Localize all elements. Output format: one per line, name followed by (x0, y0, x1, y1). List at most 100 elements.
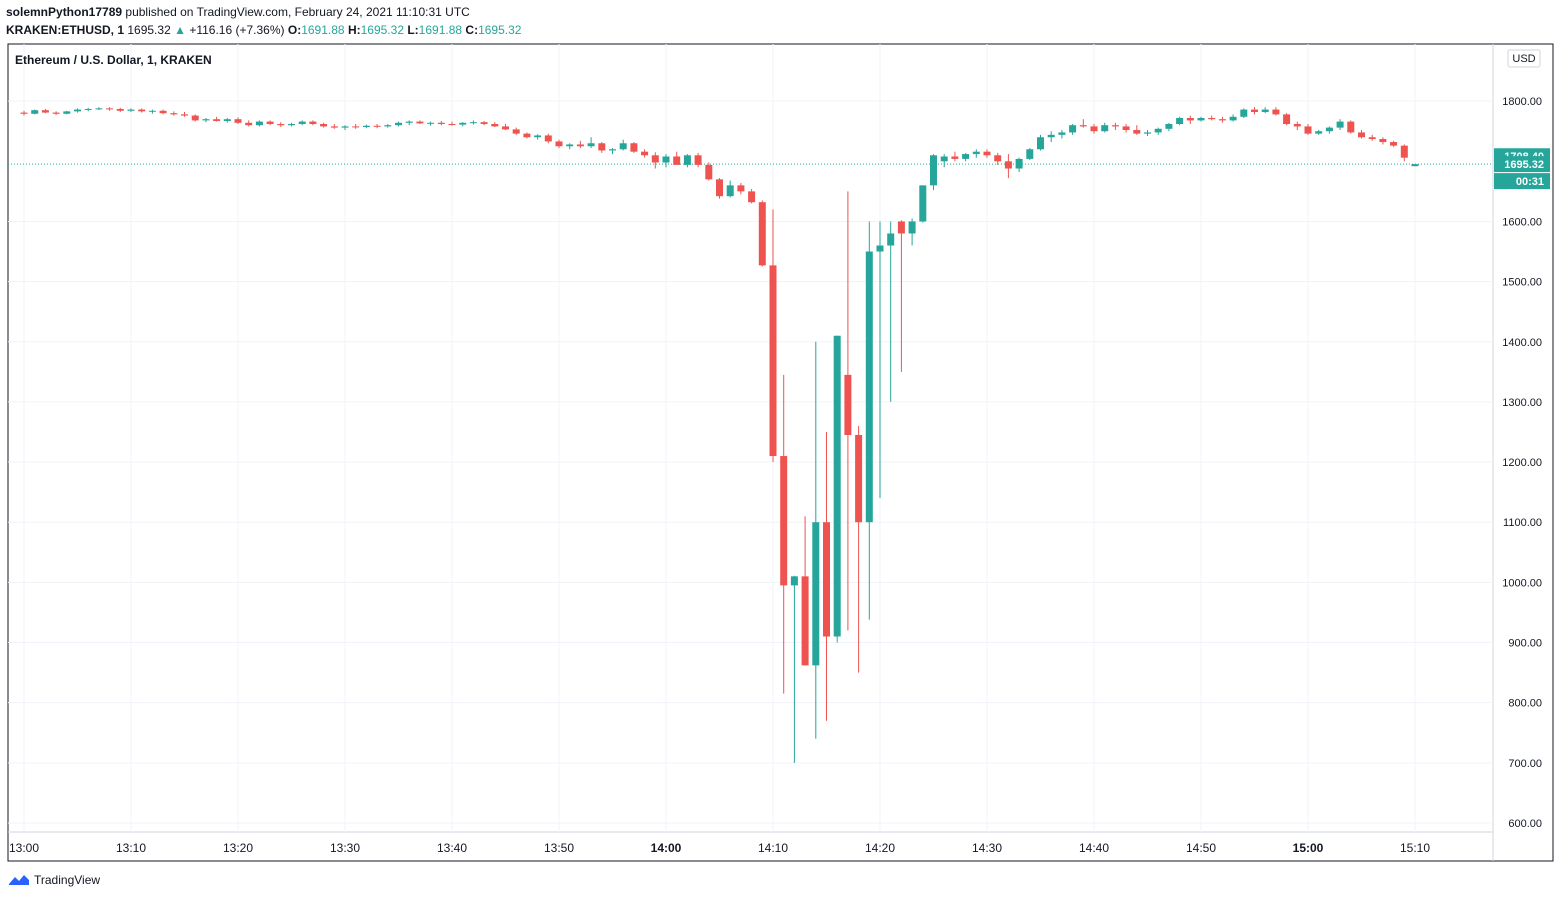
candle-body (801, 576, 809, 666)
low-value: 1691.88 (418, 23, 463, 37)
candle-body (202, 119, 210, 121)
y-tick-label: 1200.00 (1502, 457, 1542, 469)
candle-body (341, 126, 349, 128)
candle-body (1186, 117, 1194, 121)
candle-body (298, 121, 306, 125)
candle-body (651, 155, 659, 163)
close-label: C: (465, 23, 479, 37)
candle-body (609, 149, 616, 151)
candle-body (512, 129, 520, 134)
x-tick-label: 14:50 (1186, 841, 1216, 855)
high-value: 1695.32 (360, 23, 404, 37)
x-tick-label: 13:10 (116, 841, 146, 855)
price-axis[interactable]: 600.00 700.00 800.00 900.00 1000.00 1100.00 12… (1502, 96, 1542, 830)
footer: TradingView (8, 871, 100, 889)
candle-body (855, 434, 863, 523)
up-arrow-icon: ▲ (174, 23, 186, 37)
y-tick-label: 1800.00 (1502, 96, 1542, 108)
candle-body (566, 144, 574, 147)
candle-body (737, 185, 745, 192)
x-tick-label: 13:50 (544, 841, 574, 855)
candle-body (1047, 134, 1055, 138)
candle-body (159, 110, 167, 114)
candle-body (1176, 117, 1184, 125)
tradingview-logo-icon[interactable] (8, 873, 30, 887)
candle-body (897, 221, 905, 234)
tradingview-brand[interactable]: TradingView (34, 873, 101, 887)
candle-body (127, 109, 135, 111)
candle-body (673, 156, 681, 165)
candle-body (41, 110, 49, 113)
candle-body (459, 122, 467, 125)
y-tick-label: 700.00 (1508, 758, 1542, 770)
y-tick-label: 800.00 (1508, 698, 1542, 710)
candle-body (373, 125, 381, 127)
candle-body (1122, 126, 1130, 131)
candle-body (1325, 127, 1333, 132)
close-value: 1695.32 (478, 23, 522, 37)
candle-body (972, 151, 980, 155)
time-axis[interactable]: 13:00 13:10 13:20 13:30 13:40 13:50 14:00 14:10… (9, 841, 1430, 855)
candle-body (1037, 137, 1044, 150)
candle-body (823, 522, 830, 637)
candle-body (555, 141, 563, 147)
y-tick-label: 1300.00 (1502, 397, 1542, 409)
candle-body (1304, 126, 1312, 134)
candle-body (705, 164, 713, 180)
candle-body (962, 154, 970, 159)
countdown-text: 00:31 (1516, 176, 1544, 188)
y-tick-label: 1600.00 (1502, 216, 1542, 228)
candle-body (1218, 119, 1226, 121)
candle-body (630, 143, 638, 152)
candle-body (1101, 125, 1109, 132)
candle-body (288, 124, 295, 126)
candle-body (930, 155, 937, 186)
candle-body (223, 119, 231, 121)
candle-body (74, 109, 81, 112)
candle-body (641, 151, 649, 156)
candle-body (266, 121, 274, 125)
candle-body (1154, 128, 1162, 133)
candle-body (1015, 158, 1023, 169)
candle-body (1315, 131, 1323, 134)
candle-body (1240, 109, 1248, 117)
candle-body (576, 144, 584, 147)
candle-body (983, 151, 991, 156)
candle-body (790, 576, 798, 586)
candle-body (769, 265, 777, 457)
price-label-text: 1695.32 (1504, 159, 1544, 171)
candle-body (726, 185, 734, 197)
y-tick-label: 1000.00 (1502, 577, 1542, 589)
currency-button[interactable]: USD (1507, 49, 1541, 68)
candle-body (63, 111, 71, 114)
candle-body (106, 108, 114, 110)
candle-body (940, 156, 948, 162)
candle-body (919, 185, 927, 222)
candle-body (587, 143, 595, 147)
candle-body (619, 143, 627, 150)
candle-body (876, 245, 884, 252)
candle-body (1069, 125, 1077, 133)
candle-body (994, 155, 1002, 162)
high-label: H: (347, 23, 361, 37)
candle-body (95, 108, 103, 110)
x-tick-label: 15:00 (1293, 841, 1324, 855)
candle-body (20, 112, 28, 114)
candle-body (330, 126, 338, 128)
candle-body (181, 114, 188, 116)
candle-body (1272, 109, 1280, 115)
x-tick-label: 13:40 (437, 841, 467, 855)
y-tick-label: 1500.00 (1502, 277, 1542, 289)
candle-body (1251, 109, 1258, 112)
candle-body (352, 126, 360, 128)
countdown-bg (1494, 173, 1550, 190)
publish-info: solemnPython17789 published on TradingVi… (6, 4, 470, 20)
candle-body (598, 143, 606, 151)
publisher-username[interactable]: solemnPython17789 (6, 5, 123, 19)
candle-body (31, 110, 39, 114)
candle-body (865, 251, 873, 523)
candle-body (1208, 117, 1216, 120)
candle-body (844, 374, 852, 435)
x-tick-label: 15:10 (1400, 841, 1430, 855)
